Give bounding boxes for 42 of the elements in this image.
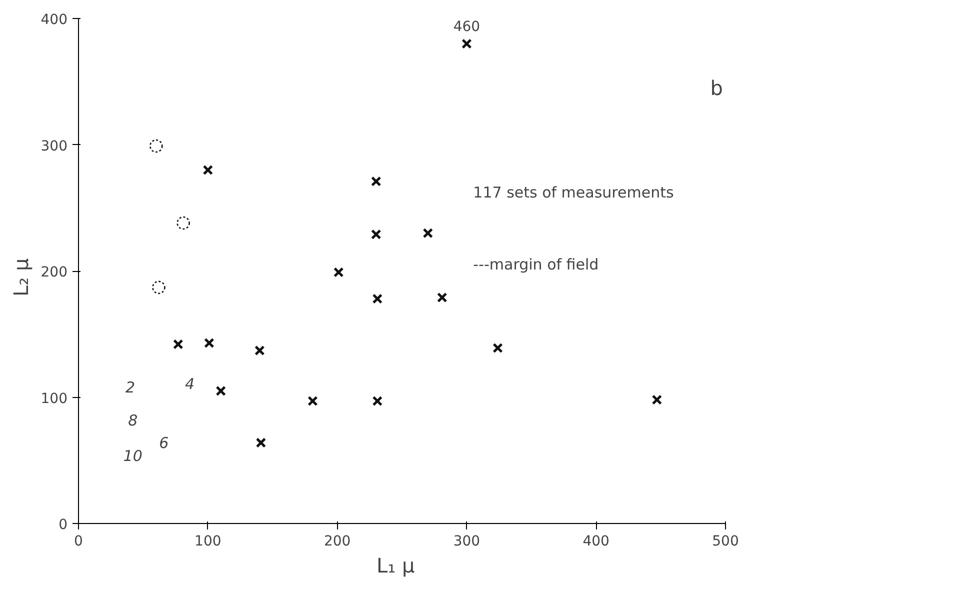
point	[436, 292, 448, 303]
point	[216, 386, 226, 396]
y-tick-label: 200	[40, 264, 68, 280]
y-tick-label: 300	[40, 138, 68, 154]
point	[372, 396, 383, 406]
point	[370, 176, 382, 186]
point	[173, 339, 184, 350]
annotation: 117 sets of measurements	[473, 184, 674, 202]
annotation: 8	[128, 411, 138, 430]
point	[152, 280, 166, 294]
point	[202, 164, 214, 176]
point	[492, 342, 503, 354]
point	[176, 216, 190, 230]
y-tick-label: 0	[58, 517, 68, 533]
point	[333, 267, 344, 278]
point	[308, 396, 318, 406]
annotation: b	[710, 76, 723, 100]
point	[422, 228, 434, 238]
point	[149, 139, 163, 153]
annotation: 10	[123, 446, 142, 465]
point	[370, 229, 382, 240]
point	[652, 394, 662, 405]
annotation: 460	[453, 18, 480, 35]
annotation: 6	[159, 434, 169, 452]
annotation: 2	[125, 378, 136, 397]
x-tick-label: 500	[712, 534, 739, 550]
x-axis-title: L₁ μ	[376, 554, 416, 578]
point	[254, 345, 265, 356]
x-tick-label: 300	[453, 534, 480, 550]
annotation: 4	[185, 374, 195, 393]
annotation: ---margin of field	[473, 256, 599, 274]
point	[462, 38, 472, 49]
y-tick-label: 400	[40, 12, 68, 28]
point	[256, 438, 266, 448]
x-tick-label: 200	[324, 534, 351, 550]
x-tick-label: 100	[194, 534, 222, 550]
y-tick-label: 100	[40, 390, 68, 407]
y-axis-title: L₂ μ	[8, 258, 33, 296]
point	[204, 338, 214, 348]
point	[372, 294, 383, 304]
x-tick-label: 0	[74, 534, 83, 550]
x-tick-label: 400	[582, 534, 610, 550]
